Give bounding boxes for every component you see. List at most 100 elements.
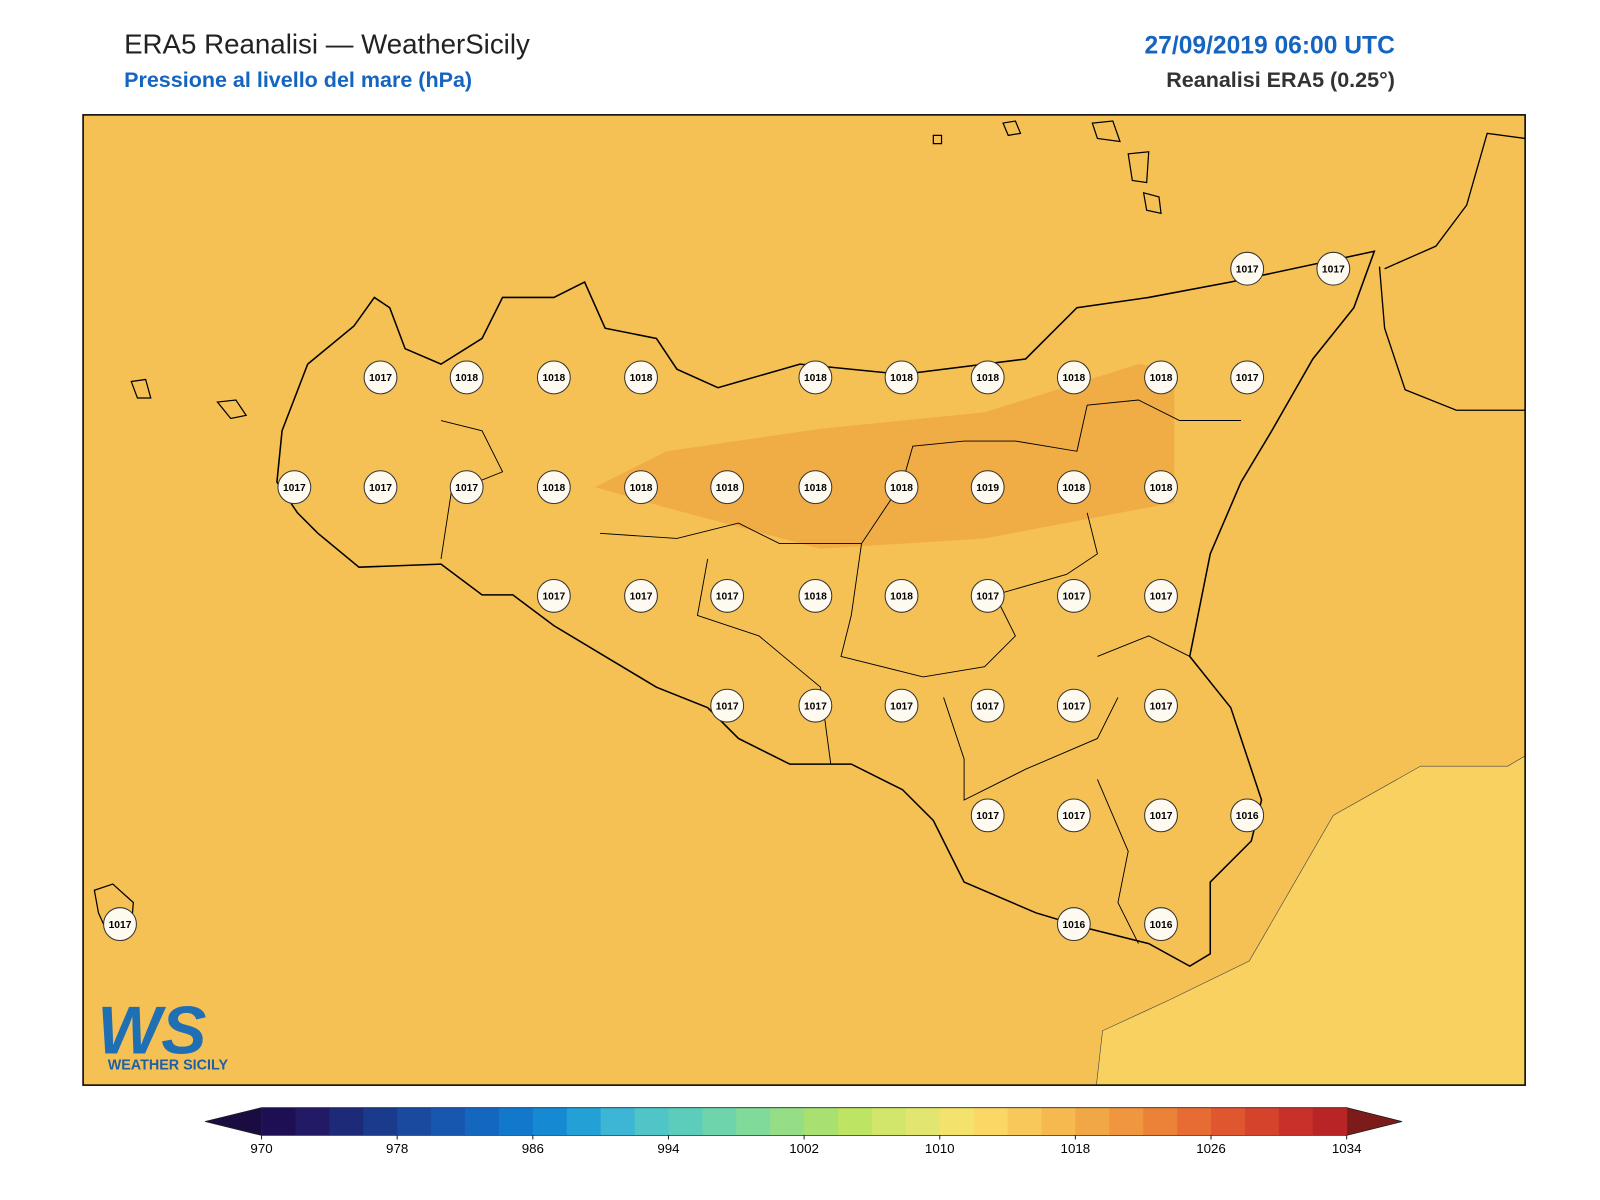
station-marker (798, 688, 833, 723)
station-value: 1017 (109, 920, 132, 931)
station: 1018 (884, 578, 919, 613)
station: 1016 (1230, 798, 1265, 833)
station: 1017 (277, 470, 312, 505)
station-marker (363, 470, 398, 505)
station-value: 1017 (1150, 811, 1173, 822)
station: 1017 (970, 798, 1005, 833)
station-value: 1018 (890, 373, 913, 384)
colorbar-tick-label: 1026 (1196, 1141, 1226, 1156)
station-marker (363, 360, 398, 395)
colorbar-bin (566, 1107, 602, 1136)
colorbar-bin (1007, 1107, 1042, 1136)
colorbar-bin (1312, 1107, 1348, 1136)
station-value: 1017 (976, 811, 999, 822)
colorbar: 970 978 986 994 1002 1010 1018 1026 1034 (205, 1107, 1403, 1156)
station-marker (798, 360, 833, 395)
station-marker (536, 578, 571, 613)
station-value: 1017 (542, 592, 565, 603)
colorbar-bin (431, 1107, 466, 1136)
station-value: 1016 (1062, 920, 1085, 931)
station-value: 1017 (369, 373, 392, 384)
colorbar-bin (1244, 1107, 1280, 1136)
station-value: 1017 (716, 592, 739, 603)
station-value: 1018 (976, 373, 999, 384)
station-value: 1017 (716, 701, 739, 712)
colorbar-tick-label: 994 (657, 1141, 680, 1156)
station-value: 1017 (1150, 592, 1173, 603)
colorbar-bin (261, 1107, 296, 1136)
station-marker (1230, 251, 1265, 286)
station-value: 1017 (1062, 701, 1085, 712)
station-marker (1056, 470, 1091, 505)
station-marker (710, 578, 745, 613)
station-value: 1017 (630, 592, 653, 603)
station-marker (1144, 470, 1178, 505)
colorbar-bin (397, 1107, 432, 1136)
logo-text: WEATHER SICILY (108, 1058, 229, 1074)
station: 1017 (1144, 798, 1178, 833)
colorbar-bin (329, 1107, 364, 1136)
station: 1017 (1056, 688, 1091, 723)
colorbar-bin (871, 1107, 907, 1136)
colorbar-bin (1278, 1107, 1314, 1136)
colorbar-bin (770, 1107, 805, 1136)
station-value: 1016 (1150, 920, 1173, 931)
station-marker (970, 798, 1005, 833)
stations: 1017 1017 1017 1018 1018 1018 1018 1018 1018 1018… (103, 251, 1351, 942)
station-marker (1230, 360, 1265, 395)
colorbar-bin (1041, 1107, 1076, 1136)
station-value: 1018 (1062, 373, 1085, 384)
colorbar-bin (600, 1107, 636, 1136)
station-value: 1017 (1062, 811, 1085, 822)
station-marker (1056, 688, 1091, 723)
colorbar-over (1346, 1107, 1403, 1136)
station-value: 1017 (283, 483, 306, 494)
station-marker (710, 470, 745, 505)
station-value: 1018 (630, 483, 653, 494)
station: 1017 (624, 578, 658, 613)
station-value: 1017 (1236, 373, 1259, 384)
station: 1017 (1056, 798, 1091, 833)
station-value: 1018 (542, 483, 565, 494)
station-marker (884, 470, 919, 505)
station: 1018 (1144, 360, 1178, 395)
station-value: 1017 (1150, 701, 1173, 712)
colorbar-bin (465, 1107, 500, 1136)
station-value: 1018 (716, 483, 739, 494)
colorbar-tick-label: 1018 (1061, 1141, 1091, 1156)
station-marker (798, 470, 833, 505)
station: 1018 (1056, 470, 1091, 505)
colorbar-bin (1211, 1107, 1246, 1136)
station: 1017 (536, 578, 571, 613)
station-value: 1017 (976, 701, 999, 712)
station-value: 1017 (369, 483, 392, 494)
station: 1018 (536, 470, 571, 505)
station-marker (624, 470, 658, 505)
station-value: 1018 (804, 592, 827, 603)
datetime: 27/09/2019 06:00 UTC (1144, 32, 1395, 59)
station-marker (1144, 907, 1178, 942)
station-value: 1017 (455, 483, 478, 494)
colorbar-bin (973, 1107, 1009, 1136)
station-value: 1017 (1236, 264, 1259, 275)
station: 1018 (884, 360, 919, 395)
title: ERA5 Reanalisi — WeatherSicily (124, 28, 530, 59)
station-marker (970, 360, 1005, 395)
station: 1017 (363, 470, 398, 505)
station-value: 1018 (1062, 483, 1085, 494)
colorbar-bin (295, 1107, 330, 1136)
colorbar-bin (1143, 1107, 1178, 1136)
station-value: 1017 (890, 701, 913, 712)
station-marker (1230, 798, 1265, 833)
subtitle: Pressione al livello del mare (hPa) (124, 68, 472, 92)
colorbar-tick-label: 1010 (925, 1141, 955, 1156)
station: 1017 (884, 688, 919, 723)
station-value: 1018 (804, 483, 827, 494)
station-value: 1018 (542, 373, 565, 384)
station-value: 1018 (1150, 373, 1173, 384)
logo: WS WEATHER SICILY (97, 993, 228, 1073)
station-marker (536, 360, 571, 395)
station: 1017 (449, 470, 484, 505)
colorbar-bin (498, 1107, 534, 1136)
